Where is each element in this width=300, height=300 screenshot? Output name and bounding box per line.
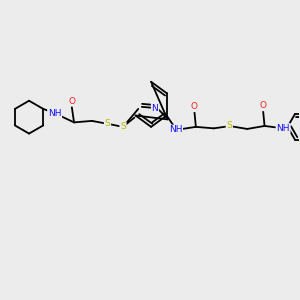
Text: O: O bbox=[68, 97, 75, 106]
Text: O: O bbox=[191, 102, 198, 111]
Text: S: S bbox=[105, 119, 110, 128]
Text: NH: NH bbox=[276, 124, 290, 133]
Text: N: N bbox=[152, 103, 158, 112]
Text: NH: NH bbox=[48, 109, 61, 118]
Text: S: S bbox=[226, 122, 232, 130]
Text: S: S bbox=[120, 122, 126, 131]
Text: NH: NH bbox=[169, 125, 182, 134]
Text: O: O bbox=[260, 101, 267, 110]
